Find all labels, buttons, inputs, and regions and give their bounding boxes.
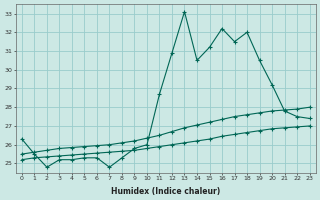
X-axis label: Humidex (Indice chaleur): Humidex (Indice chaleur) [111, 187, 220, 196]
